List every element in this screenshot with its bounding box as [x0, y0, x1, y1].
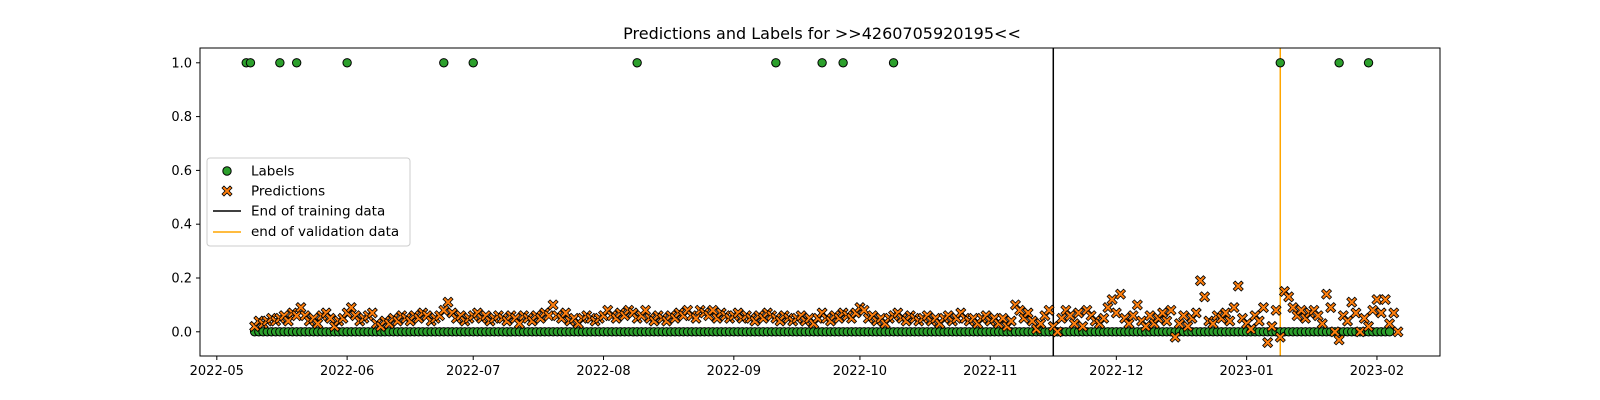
prediction-point [1375, 307, 1387, 319]
prediction-point [1127, 310, 1139, 322]
x-tick-label: 2023-01 [1219, 364, 1273, 379]
y-axis: 0.0 0.2 0.4 0.6 0.8 1.0 [171, 56, 200, 340]
prediction-point [1262, 336, 1274, 349]
prediction-point [366, 307, 378, 319]
x-tick-label: 2022-05 [190, 364, 244, 379]
y-tick-label: 0.0 [171, 325, 192, 340]
x-tick-label: 2022-12 [1089, 364, 1143, 379]
x-tick-label: 2022-11 [963, 364, 1017, 379]
prediction-point [442, 296, 454, 308]
predictions-series [249, 275, 1404, 349]
label-point [1384, 327, 1395, 337]
prediction-point [1178, 310, 1190, 322]
label-point [771, 58, 781, 68]
label-point [245, 58, 256, 68]
prediction-point [1316, 318, 1328, 330]
prediction-point [1232, 280, 1244, 292]
y-tick-label: 0.4 [171, 218, 192, 233]
prediction-point [1253, 315, 1265, 327]
prediction-point [1068, 318, 1080, 330]
y-tick-label: 0.6 [171, 164, 192, 179]
legend-labels-text: Labels [251, 164, 294, 180]
prediction-point [1283, 291, 1295, 303]
prediction-point [1161, 315, 1173, 327]
label-point [1334, 58, 1344, 68]
prediction-point [1388, 307, 1400, 319]
prediction-point [1333, 334, 1345, 346]
y-tick-label: 0.2 [171, 271, 192, 286]
prediction-point [1077, 320, 1089, 332]
prediction-point [1194, 275, 1206, 287]
label-point [439, 58, 449, 68]
label-point [275, 58, 285, 68]
prediction-point [1114, 288, 1127, 300]
prediction-point [1346, 296, 1358, 308]
prediction-point [1131, 299, 1143, 311]
legend-predictions-marker [221, 185, 233, 197]
prediction-point [1051, 326, 1064, 338]
prediction-point [1379, 293, 1391, 306]
x-tick-label: 2022-10 [833, 364, 887, 379]
prediction-point [1199, 291, 1211, 303]
prediction-point [1274, 331, 1286, 343]
prediction-point [1224, 315, 1236, 327]
chart-title: Predictions and Labels for >>42607059201… [623, 24, 1021, 43]
legend-training-text: End of training data [251, 204, 385, 220]
prediction-point [1350, 307, 1362, 319]
label-point [1275, 58, 1285, 68]
prediction-point [1106, 293, 1118, 306]
prediction-point [1362, 320, 1375, 332]
prediction-point [1257, 302, 1270, 314]
prediction-point [1325, 302, 1337, 314]
vlines-layer [1052, 48, 1282, 356]
label-point [632, 58, 642, 68]
prediction-point [1043, 304, 1055, 316]
y-tick-label: 0.8 [171, 110, 192, 125]
label-point [1363, 58, 1374, 68]
prediction-point [1005, 315, 1017, 327]
label-point [888, 58, 899, 68]
legend: Labels Predictions End of training data … [206, 157, 411, 247]
x-tick-label: 2022-06 [320, 364, 374, 379]
x-tick-label: 2022-09 [707, 364, 761, 379]
prediction-point [547, 299, 559, 311]
label-point [838, 58, 848, 68]
label-point [342, 58, 352, 68]
label-point [468, 58, 478, 68]
legend-validation-text: end of validation data [251, 224, 399, 240]
prediction-point [1392, 326, 1404, 338]
x-tick-label: 2022-07 [446, 364, 500, 379]
prediction-point [1072, 307, 1085, 319]
prediction-point [1320, 288, 1333, 300]
prediction-point [543, 310, 555, 322]
y-tick-label: 1.0 [171, 56, 192, 71]
prediction-point [1270, 304, 1282, 316]
prediction-point [1190, 307, 1202, 319]
prediction-point [1354, 326, 1366, 338]
x-tick-label: 2022-08 [576, 364, 630, 379]
prediction-point [1228, 302, 1240, 314]
x-axis: 2022-05 2022-06 2022-07 2022-08 2022-09 2022-… [190, 356, 1404, 379]
prediction-point [1098, 312, 1110, 324]
prediction-point [1266, 320, 1278, 332]
prediction-point [1140, 320, 1152, 332]
prediction-point [1110, 307, 1122, 319]
prediction-point [1367, 304, 1379, 316]
legend-labels-marker [222, 166, 232, 176]
legend-predictions-text: Predictions [251, 184, 325, 200]
x-tick-label: 2023-02 [1350, 364, 1404, 379]
legend-box [206, 157, 411, 247]
prediction-point [1165, 304, 1177, 316]
prediction-point [1169, 331, 1181, 343]
label-point [817, 58, 827, 68]
prediction-point [1371, 293, 1383, 306]
plot-frame [199, 47, 1441, 357]
label-point [291, 58, 302, 68]
labels-series [241, 58, 1395, 337]
